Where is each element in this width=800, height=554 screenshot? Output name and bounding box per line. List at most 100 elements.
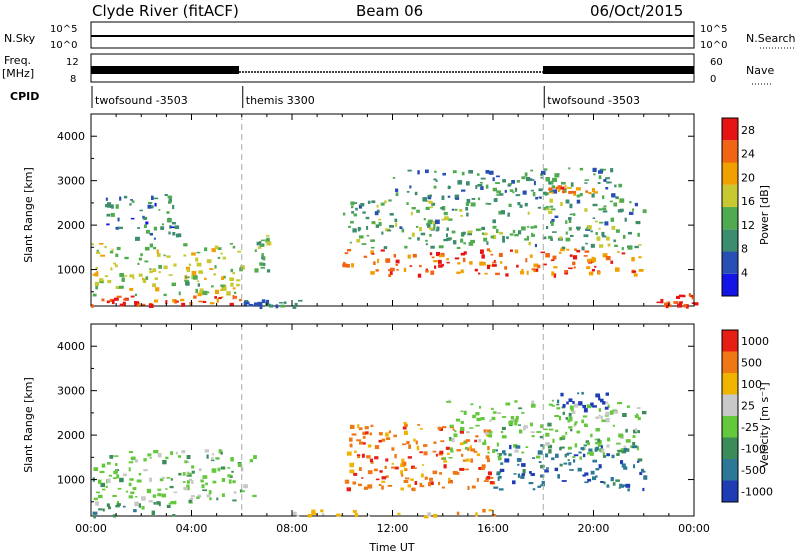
data-cell — [198, 300, 203, 303]
data-cell — [676, 295, 681, 299]
data-cell — [346, 487, 351, 492]
data-cell — [573, 424, 576, 427]
data-cell — [109, 250, 114, 254]
data-cell — [465, 202, 469, 206]
data-cell — [375, 478, 380, 481]
data-cell — [121, 277, 125, 282]
data-cell — [350, 201, 355, 206]
data-cell — [607, 181, 612, 184]
cpid-segment-label: twofsound -3503 — [95, 94, 188, 107]
data-cell — [460, 420, 464, 424]
data-cell — [475, 185, 478, 189]
data-cell — [491, 407, 494, 411]
colorbar-frame — [721, 329, 739, 503]
data-cell — [460, 238, 464, 243]
data-cell — [621, 463, 626, 468]
data-cell — [571, 190, 576, 194]
colorbar-swatch — [722, 437, 738, 459]
data-cell — [660, 298, 664, 304]
data-cell — [513, 444, 518, 448]
data-cell — [541, 480, 545, 485]
data-cell — [485, 184, 489, 189]
data-cell — [604, 406, 609, 410]
data-cell — [130, 217, 135, 220]
data-cell — [584, 179, 590, 181]
data-cell — [114, 297, 119, 301]
data-cell — [211, 468, 217, 473]
data-cell — [200, 479, 204, 483]
data-cell — [641, 470, 646, 473]
data-cell — [438, 264, 443, 268]
data-cell — [403, 480, 409, 483]
data-cell — [419, 482, 423, 488]
colorbar-swatch — [722, 373, 738, 395]
data-cell — [592, 459, 598, 463]
data-cell — [634, 202, 638, 207]
data-cell — [500, 261, 503, 264]
data-cell — [446, 237, 451, 241]
data-cell — [562, 404, 566, 408]
data-cell — [512, 480, 516, 485]
data-cell — [99, 278, 104, 282]
data-cell — [371, 221, 376, 224]
data-cell — [485, 477, 488, 481]
data-cell — [164, 194, 168, 196]
data-cell — [615, 196, 619, 200]
data-cell — [145, 229, 150, 234]
data-cell — [409, 265, 413, 267]
data-cell — [269, 304, 274, 308]
data-cell — [153, 197, 159, 200]
data-cell — [632, 208, 635, 212]
colorbar-swatch — [722, 229, 738, 252]
data-cell — [406, 191, 410, 193]
data-cell — [495, 182, 500, 184]
data-cell — [576, 249, 581, 253]
data-cell — [593, 173, 596, 176]
data-cell — [442, 206, 446, 211]
data-cell — [417, 170, 420, 175]
data-cell — [606, 484, 610, 488]
data-cell — [623, 466, 628, 470]
data-cell — [476, 478, 479, 482]
colorbar-tick-label: -500 — [741, 464, 766, 477]
data-cell — [618, 433, 624, 438]
data-cell — [546, 226, 549, 230]
data-cell — [521, 463, 526, 467]
data-cell — [610, 168, 614, 173]
data-cell — [501, 426, 506, 430]
data-cell — [521, 411, 525, 414]
data-cell — [239, 299, 242, 302]
data-cell — [643, 475, 648, 480]
data-cell — [595, 428, 600, 432]
data-cell — [424, 515, 429, 519]
data-cell — [600, 445, 603, 449]
data-cell — [150, 205, 154, 209]
data-cell — [440, 252, 445, 257]
data-cell — [550, 221, 554, 226]
data-cell — [487, 264, 490, 270]
data-cell — [379, 470, 383, 473]
data-cell — [573, 403, 579, 408]
data-cell — [406, 202, 409, 205]
data-cell — [370, 246, 375, 249]
data-cell — [229, 277, 235, 281]
data-cell — [493, 234, 497, 240]
data-cell — [387, 485, 393, 487]
data-cell — [422, 197, 427, 202]
data-cell — [569, 213, 573, 216]
data-cell — [522, 469, 526, 474]
data-cell — [581, 246, 585, 251]
data-cell — [597, 442, 601, 445]
data-cell — [606, 444, 610, 448]
data-cell — [498, 231, 503, 235]
data-cell — [91, 304, 94, 308]
data-cell — [93, 497, 98, 501]
data-cell — [561, 480, 567, 482]
data-cell — [129, 274, 135, 278]
data-cell — [483, 232, 488, 236]
data-cell — [163, 265, 168, 270]
data-cell — [536, 455, 541, 459]
data-cell — [485, 455, 490, 459]
data-cell — [489, 481, 494, 484]
data-cell — [210, 459, 215, 462]
